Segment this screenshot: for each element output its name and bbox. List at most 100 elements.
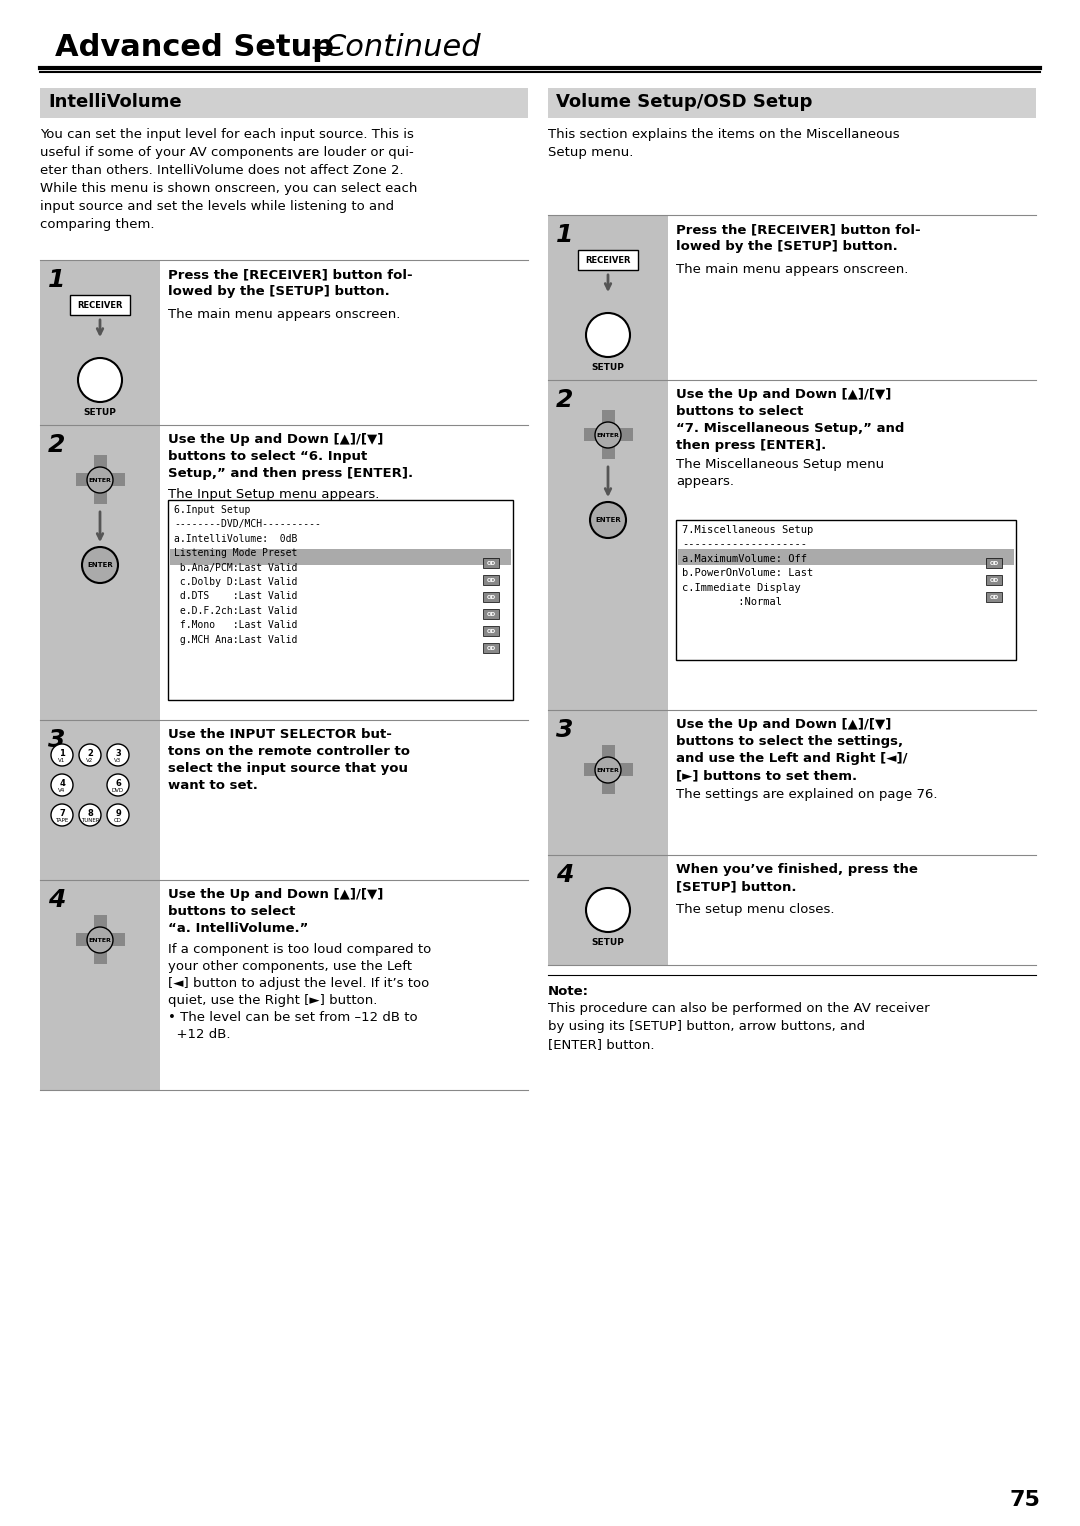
Bar [483,626,499,636]
Circle shape [79,745,102,766]
Circle shape [595,757,621,783]
Text: IntelliVolume: IntelliVolume [48,93,181,111]
Text: 4: 4 [48,888,66,913]
Text: The settings are explained on page 76.: The settings are explained on page 76. [676,787,937,801]
Circle shape [79,804,102,826]
Text: This section explains the items on the Miscellaneous
Setup menu.: This section explains the items on the M… [548,128,900,159]
Text: ENTER: ENTER [595,517,621,523]
Text: DVD: DVD [112,787,124,792]
Text: 6: 6 [116,778,121,787]
Text: OD: OD [989,560,999,566]
Text: OD: OD [486,612,496,617]
Text: ENTER: ENTER [87,562,113,568]
Bar [483,592,499,601]
Text: OD: OD [486,595,496,600]
Text: SETUP: SETUP [83,407,117,417]
Bar [40,259,160,426]
Text: OD: OD [989,595,999,600]
Text: Press the [RECEIVER] button fol-
lowed by the [SETUP] button.: Press the [RECEIVER] button fol- lowed b… [168,269,413,298]
Bar [986,575,1002,584]
Text: 7: 7 [59,809,65,818]
Text: V3: V3 [114,757,122,763]
Circle shape [87,467,113,493]
Text: Advanced Setup: Advanced Setup [55,34,334,63]
Text: 75: 75 [1009,1489,1040,1511]
Text: 1: 1 [556,223,573,247]
Text: If a component is too loud compared to
your other components, use the Left
[◄] b: If a component is too loud compared to y… [168,943,431,1041]
Text: TAPE: TAPE [55,818,69,823]
Text: Use the Up and Down [▲]/[▼]
buttons to select “6. Input
Setup,” and then press [: Use the Up and Down [▲]/[▼] buttons to s… [168,433,414,481]
Bar [578,250,638,270]
Text: The Miscellaneous Setup menu
appears.: The Miscellaneous Setup menu appears. [676,458,885,488]
Text: The Input Setup menu appears.: The Input Setup menu appears. [168,488,379,501]
Bar [548,89,1036,118]
Text: This procedure can also be performed on the AV receiver
by using its [SETUP] but: This procedure can also be performed on … [548,1003,930,1051]
Bar [94,916,107,964]
Text: OD: OD [486,629,496,633]
Text: OD: OD [486,577,496,583]
Bar [40,426,160,720]
Bar [678,549,1014,565]
Text: —: — [310,34,340,63]
Text: 4: 4 [556,864,573,887]
Text: TUNER: TUNER [81,818,99,823]
Text: V1: V1 [58,757,66,763]
Bar [483,642,499,653]
Text: ENTER: ENTER [596,768,620,772]
Text: 9: 9 [116,809,121,818]
Bar [168,501,513,700]
Text: 2: 2 [48,433,66,456]
Circle shape [586,888,630,932]
Text: Volume Setup/OSD Setup: Volume Setup/OSD Setup [556,93,812,111]
Text: 1: 1 [48,269,66,291]
Circle shape [595,423,621,449]
Circle shape [107,774,129,797]
Text: 2: 2 [556,388,573,412]
Bar [676,520,1016,661]
Text: You can set the input level for each input source. This is
useful if some of you: You can set the input level for each inp… [40,128,417,230]
Text: RECEIVER: RECEIVER [585,255,631,264]
Text: 4: 4 [59,778,65,787]
Text: ENTER: ENTER [89,937,111,943]
Bar [70,295,130,314]
Bar [483,559,499,568]
Text: SETUP: SETUP [592,363,624,372]
Bar [40,89,528,118]
Bar [76,473,125,485]
Text: V2: V2 [86,757,94,763]
Circle shape [51,745,73,766]
Bar [584,427,633,441]
Text: When you’ve finished, press the
[SETUP] button.: When you’ve finished, press the [SETUP] … [676,864,918,893]
Text: Use the Up and Down [▲]/[▼]
buttons to select
“7. Miscellaneous Setup,” and
then: Use the Up and Down [▲]/[▼] buttons to s… [676,388,904,452]
Text: Use the INPUT SELECTOR but-
tons on the remote controller to
select the input so: Use the INPUT SELECTOR but- tons on the … [168,728,410,792]
Text: ENTER: ENTER [89,478,111,482]
Bar [584,763,633,777]
Text: RECEIVER: RECEIVER [78,301,123,310]
Text: OD: OD [989,577,999,583]
Bar [986,559,1002,568]
Text: 7.Miscellaneous Setup
--------------------
a.MaximumVolume: Off
b.PowerOnVolume:: 7.Miscellaneous Setup ------------------… [681,525,813,607]
Text: OD: OD [486,645,496,650]
Circle shape [78,359,122,401]
Bar [40,720,160,881]
Bar [548,710,669,855]
Bar [548,855,669,964]
Bar [986,592,1002,601]
Bar [548,215,669,380]
Bar [40,881,160,1090]
Text: 3: 3 [48,728,66,752]
Text: Use the Up and Down [▲]/[▼]
buttons to select the settings,
and use the Left and: Use the Up and Down [▲]/[▼] buttons to s… [676,719,907,781]
Text: CD: CD [114,818,122,823]
Text: Note:: Note: [548,984,589,998]
Text: ENTER: ENTER [596,432,620,438]
Text: 1: 1 [59,748,65,757]
Circle shape [87,926,113,954]
Bar [94,455,107,504]
Circle shape [51,804,73,826]
Bar [483,575,499,584]
Text: The setup menu closes.: The setup menu closes. [676,903,835,916]
Bar [168,501,513,700]
Bar [76,932,125,946]
Bar [483,609,499,620]
Text: 3: 3 [116,748,121,757]
